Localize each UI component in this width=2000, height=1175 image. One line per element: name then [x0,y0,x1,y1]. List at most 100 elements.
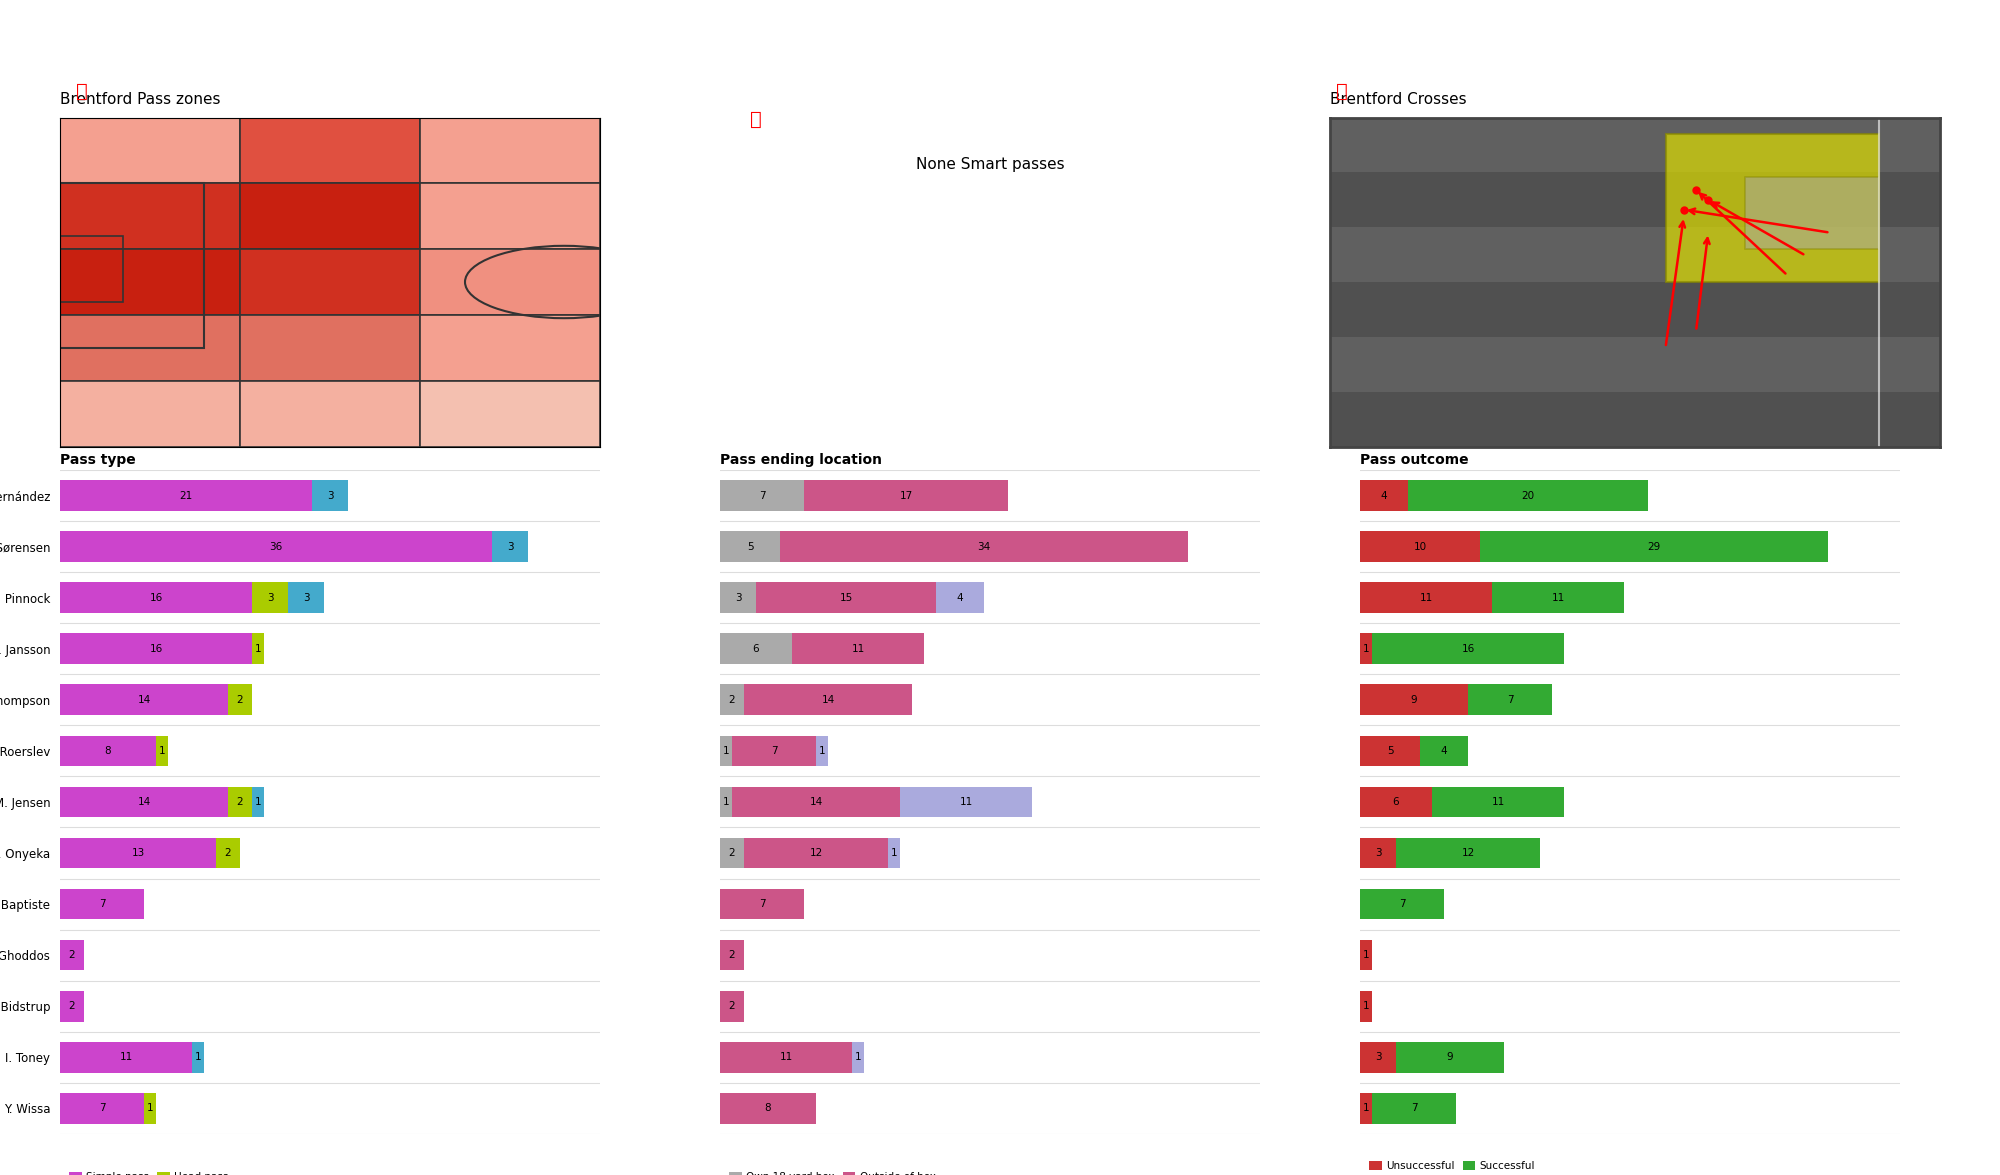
Text: 2: 2 [68,1001,76,1012]
Bar [1396,838,1540,868]
Text: ⚽: ⚽ [76,82,88,101]
Text: 3: 3 [302,592,310,603]
Text: 1: 1 [254,644,262,653]
Bar [792,633,924,664]
Text: 2: 2 [728,694,736,705]
Text: 14: 14 [810,797,822,807]
Text: 3: 3 [326,490,334,501]
Bar [1396,1042,1504,1073]
Bar [420,315,600,381]
Bar [1360,583,1492,613]
Bar [720,583,756,613]
Text: 2: 2 [224,848,232,858]
Text: 3: 3 [1374,848,1382,858]
Bar [732,736,816,766]
Text: 1: 1 [1362,951,1370,960]
Text: 7: 7 [770,746,778,756]
Text: 7: 7 [1506,694,1514,705]
Text: 16: 16 [150,644,162,653]
Text: 11: 11 [780,1053,792,1062]
Text: 16: 16 [1462,644,1474,653]
Bar [1360,940,1372,971]
Text: 4: 4 [1440,746,1448,756]
Text: 14: 14 [822,694,834,705]
Bar [1360,1093,1372,1123]
Legend: Simple pass, Hand pass, Head pass, Cross: Simple pass, Hand pass, Head pass, Cross [66,1168,232,1175]
Bar [240,249,420,315]
Bar [60,236,124,302]
Bar [780,531,1188,562]
Bar [756,583,936,613]
Text: 9: 9 [1410,694,1418,705]
Bar [1420,736,1468,766]
Text: 3: 3 [1374,1053,1382,1062]
Bar [60,685,228,716]
Bar [60,481,312,511]
Text: 7: 7 [1398,899,1406,909]
Bar [732,786,900,818]
Bar [804,481,1008,511]
Text: ⚽: ⚽ [750,110,762,129]
Bar [60,1093,144,1123]
Bar [852,1042,864,1073]
Bar [900,786,1032,818]
Text: Pass ending location: Pass ending location [720,454,882,468]
Text: 7: 7 [98,899,106,909]
Text: 7: 7 [1410,1103,1418,1114]
Text: 29: 29 [1648,542,1660,551]
Legend: Own 18 yard box, Opp 18 yard box, Outside of box, Opp 6 yard box: Own 18 yard box, Opp 18 yard box, Outsid… [726,1168,944,1175]
Bar [60,183,204,348]
Bar [228,786,252,818]
Text: 14: 14 [138,694,150,705]
Bar [60,315,240,381]
Bar [1360,991,1372,1021]
Text: 1: 1 [194,1053,202,1062]
Text: 1: 1 [722,746,730,756]
Bar [60,118,240,183]
Bar [1330,391,1940,446]
Bar [1360,633,1372,664]
Bar [744,838,888,868]
Text: 7: 7 [758,899,766,909]
Text: 7: 7 [758,490,766,501]
Bar [240,183,420,249]
Bar [492,531,528,562]
Bar [720,1042,852,1073]
Text: 12: 12 [1462,848,1474,858]
Text: 34: 34 [978,542,990,551]
Text: 16: 16 [150,592,162,603]
Bar [1360,1042,1396,1073]
Bar [720,685,744,716]
Bar [1666,134,1880,282]
Text: 4: 4 [1380,490,1388,501]
Bar [1372,1093,1456,1123]
Text: 2: 2 [236,694,244,705]
Text: 3: 3 [734,592,742,603]
Text: 3: 3 [266,592,274,603]
Bar [1360,786,1432,818]
Bar [60,940,84,971]
Text: 1: 1 [854,1053,862,1062]
Bar [720,838,744,868]
Text: 1: 1 [1362,644,1370,653]
Bar [252,786,264,818]
Bar [1330,173,1940,227]
Text: 1: 1 [158,746,166,756]
Text: 20: 20 [1522,490,1534,501]
Text: 8: 8 [764,1103,772,1114]
Bar [1468,685,1552,716]
Text: 9: 9 [1446,1053,1454,1062]
Bar [720,481,804,511]
Bar [240,118,420,183]
Text: 8: 8 [104,746,112,756]
Bar [240,381,420,446]
Bar [1492,583,1624,613]
Text: 2: 2 [236,797,244,807]
Text: 11: 11 [852,644,864,653]
Bar [192,1042,204,1073]
Bar [60,583,252,613]
Text: 1: 1 [254,797,262,807]
Text: 2: 2 [728,848,736,858]
Bar [1360,888,1444,919]
Bar [936,583,984,613]
